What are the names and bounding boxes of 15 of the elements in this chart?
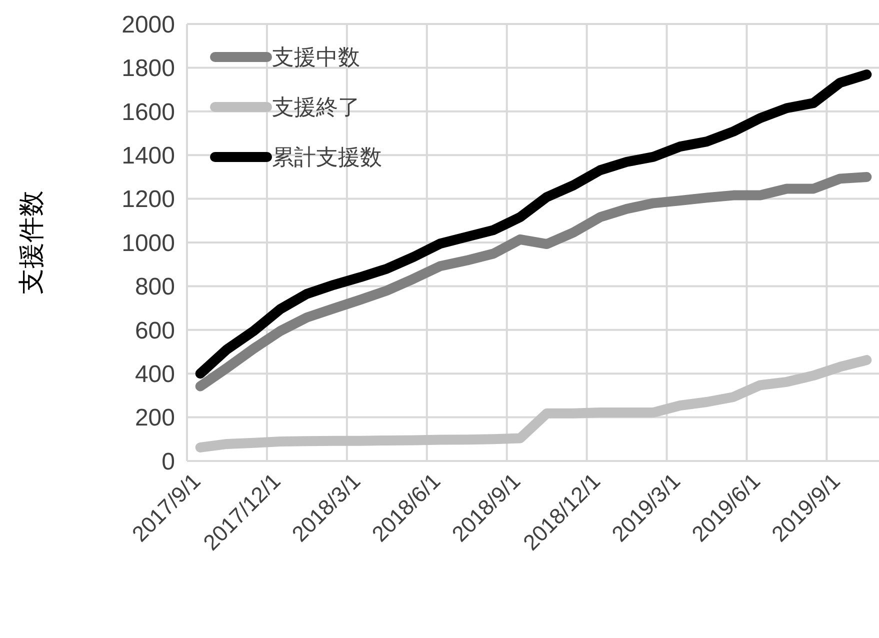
- y-tick-label: 800: [134, 274, 175, 301]
- y-tick-label: 400: [134, 361, 175, 388]
- y-tick-label: 1400: [122, 142, 175, 170]
- y-tick-label: 600: [134, 317, 175, 344]
- y-tick-label: 0: [162, 448, 175, 476]
- y-tick-label: 2000: [122, 11, 175, 38]
- y-tick-label: 1600: [122, 98, 175, 126]
- y-axis-title: 支援件数: [16, 190, 46, 294]
- y-tick-label: 1000: [122, 230, 175, 257]
- y-tick-label: 1200: [122, 186, 175, 214]
- y-tick-label: 1800: [122, 55, 175, 82]
- y-tick-label: 200: [134, 404, 175, 432]
- legend-label: 累計支援数: [272, 144, 382, 170]
- legend-label: 支援中数: [272, 44, 360, 70]
- legend-label: 支援終了: [272, 94, 360, 120]
